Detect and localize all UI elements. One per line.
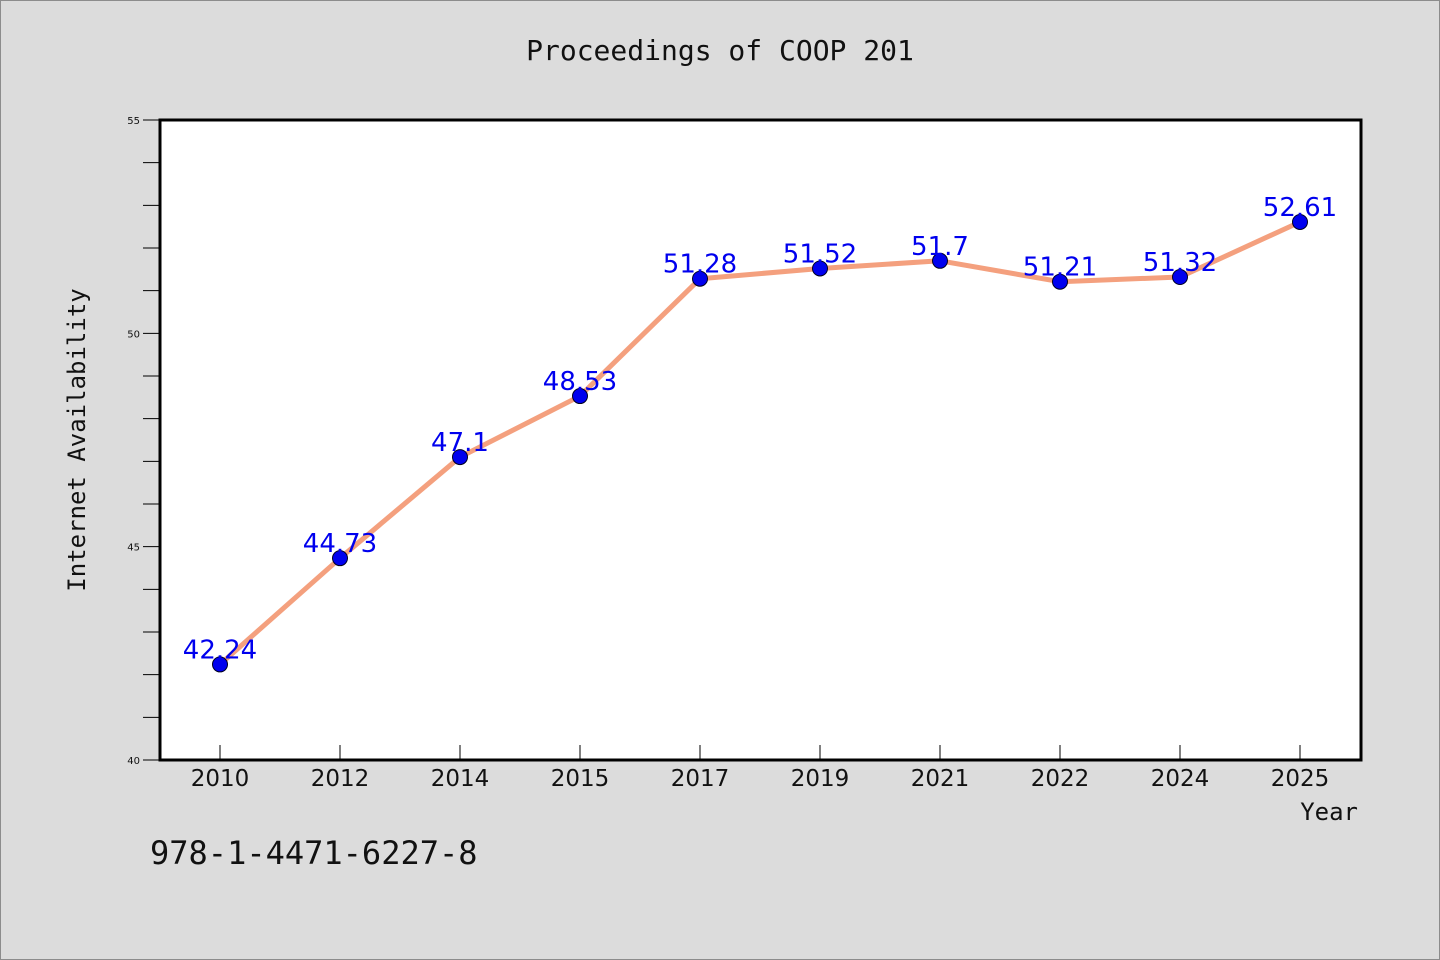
x-tick-label: 2025 (1271, 766, 1330, 792)
plot-area (158, 118, 1363, 762)
x-tick-label: 2017 (671, 766, 730, 792)
x-tick-label: 2024 (1151, 766, 1210, 792)
data-point (812, 260, 828, 277)
data-point (1292, 213, 1308, 230)
data-label: 51.32 (1143, 248, 1217, 278)
x-tick-label: 2022 (1031, 766, 1090, 792)
x-tick-label: 2014 (431, 766, 490, 792)
y-axis-label: Internet Availability (63, 288, 91, 591)
data-point (452, 449, 468, 466)
data-point (1052, 273, 1068, 290)
data-point (692, 270, 708, 287)
x-axis-label: Year (1300, 798, 1358, 826)
isbn-text: 978-1-4471-6227-8 (150, 834, 478, 872)
y-tick-label: 50 (127, 329, 140, 340)
x-axis: 2010 2012 2014 2015 2017 2019 2021 2022 2024 2025 (191, 745, 1330, 792)
y-tick-label: 40 (127, 756, 140, 767)
data-label: 47.1 (431, 428, 489, 458)
data-label: 51.21 (1023, 253, 1097, 283)
y-tick-label: 55 (127, 116, 140, 127)
data-point (332, 550, 348, 567)
y-tick-label: 45 (127, 543, 140, 554)
data-label: 51.28 (663, 250, 737, 280)
chart-title: Proceedings of COOP 201 (526, 34, 914, 67)
x-tick-label: 2019 (791, 766, 850, 792)
x-tick-label: 2012 (311, 766, 370, 792)
data-label: 51.7 (911, 232, 969, 262)
x-tick-label: 2010 (191, 766, 250, 792)
x-tick-label: 2021 (911, 766, 970, 792)
data-point (932, 252, 948, 269)
y-axis: 40 45 50 55 (127, 116, 160, 767)
x-tick-label: 2015 (551, 766, 610, 792)
data-label: 52.61 (1263, 193, 1337, 223)
data-point (572, 388, 588, 405)
data-label: 48.53 (543, 367, 617, 397)
data-point (1172, 269, 1188, 286)
series-line (217, 219, 1303, 667)
data-label: 44.73 (303, 529, 377, 559)
series-layer: 42.24 44.73 47.1 48.53 51.28 51.52 51.7 51.21 51… (183, 193, 1337, 673)
data-point (212, 656, 228, 673)
data-label: 51.52 (783, 239, 857, 269)
data-label: 42.24 (183, 635, 257, 665)
